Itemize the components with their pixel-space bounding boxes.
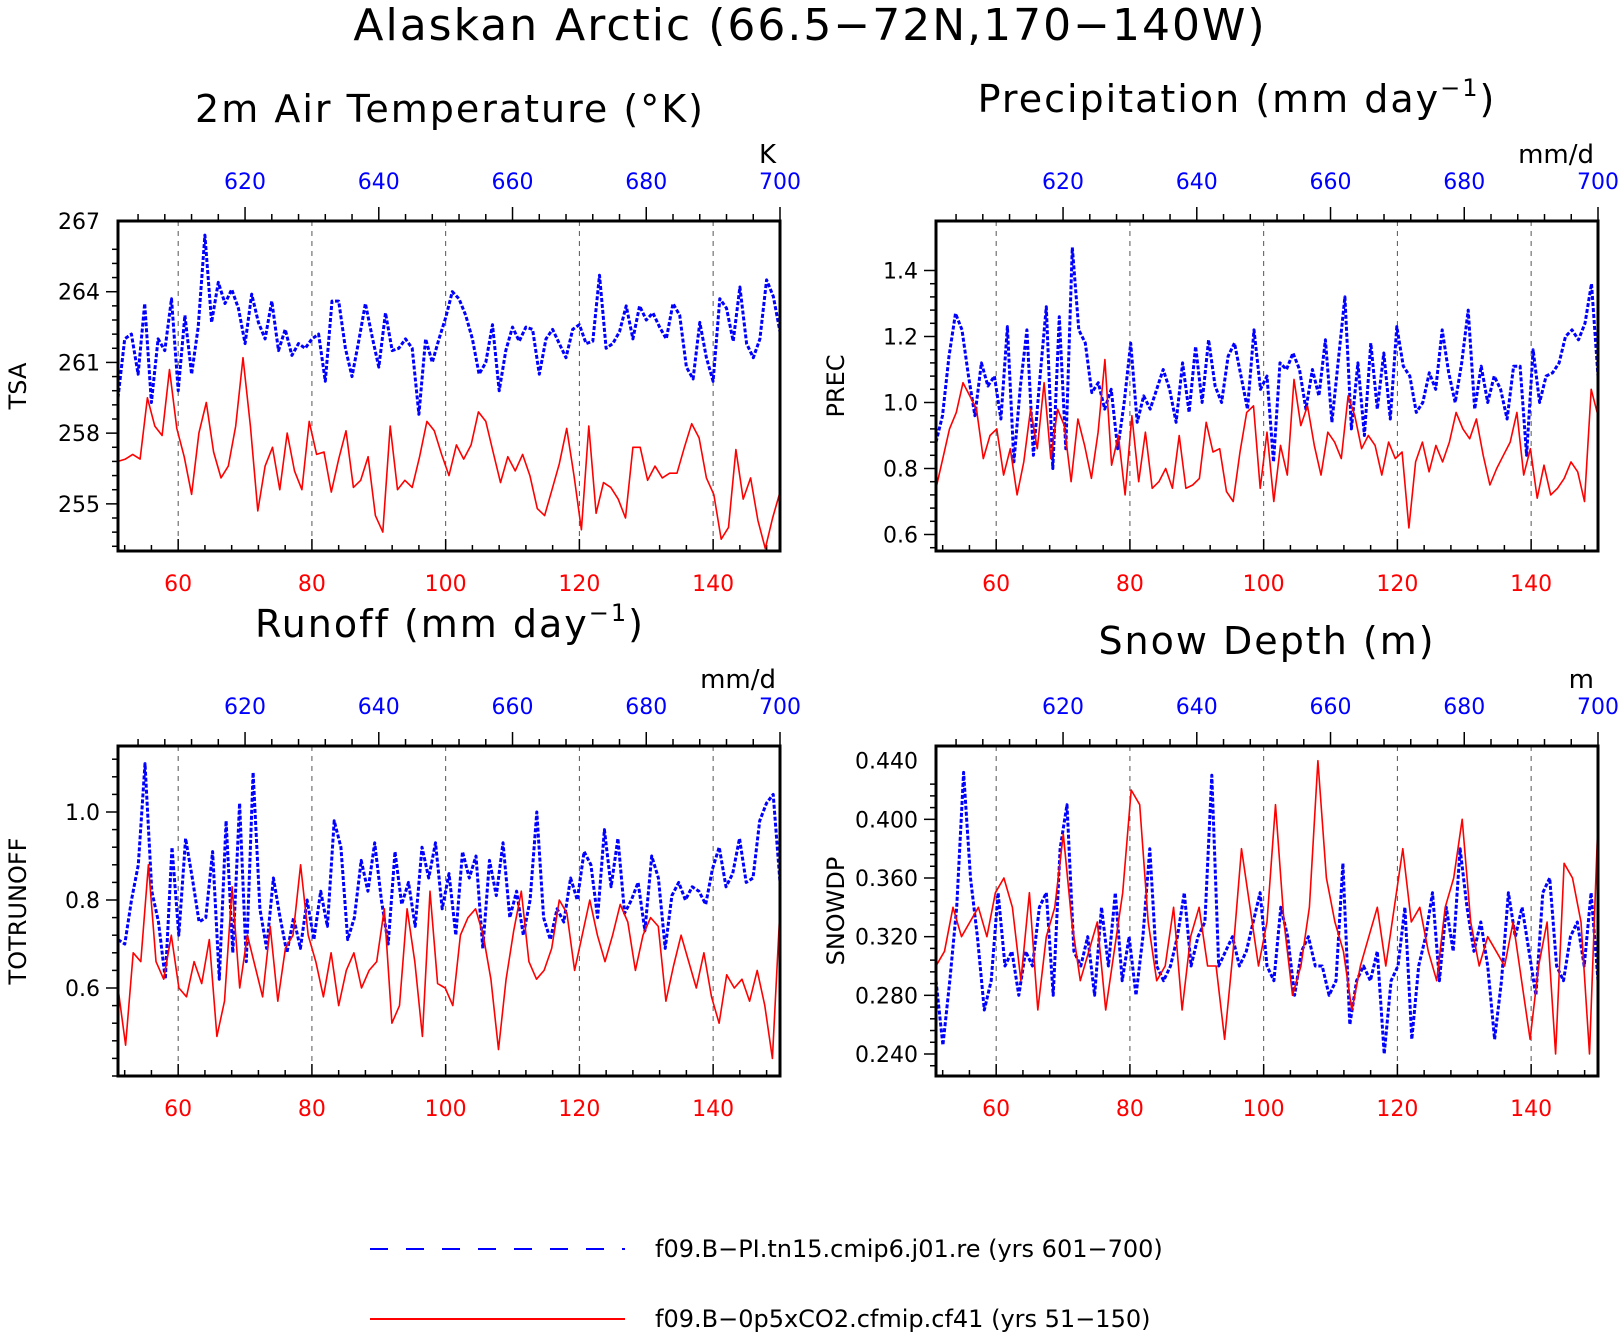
x-tick-label-bottom: 60 <box>982 1097 1010 1122</box>
x-tick-label-bottom: 140 <box>1510 572 1552 597</box>
x-tick-label-bottom: 100 <box>1243 1097 1285 1122</box>
x-tick-label-top: 700 <box>759 695 801 720</box>
y-axis-label: TOTRUNOFF <box>4 838 32 986</box>
x-tick-label-bottom: 60 <box>982 572 1010 597</box>
x-tick-label-bottom: 80 <box>1116 572 1144 597</box>
x-tick-label-top: 620 <box>1042 170 1084 195</box>
x-tick-label-top: 640 <box>1176 170 1218 195</box>
unit-label: m <box>1569 665 1594 695</box>
panel-4: Snow Depth (m) m SNOWDP 0.240 0.280 0.320 0.36… <box>822 619 1619 1122</box>
x-tick-label-bottom: 80 <box>298 572 326 597</box>
y-tick-label: 1.2 <box>883 326 918 351</box>
legend-label-blue: f09.B−PI.tn15.cmip6.j01.re (yrs 601−700) <box>655 1235 1163 1263</box>
y-axis-label: TSA <box>4 362 32 410</box>
y-tick-label: 0.440 <box>855 750 918 775</box>
x-tick-label-bottom: 100 <box>425 572 467 597</box>
unit-label: mm/d <box>1518 140 1594 170</box>
x-tick-label-top: 680 <box>625 695 667 720</box>
x-tick-label-top: 680 <box>1443 170 1485 195</box>
x-tick-label-top: 660 <box>1310 170 1352 195</box>
y-tick-label: 1.0 <box>65 801 100 826</box>
y-tick-label: 0.280 <box>855 984 918 1009</box>
plot-frame <box>934 219 1600 553</box>
legend: f09.B−PI.tn15.cmip6.j01.re (yrs 601−700)… <box>370 1235 1163 1333</box>
series-line-red <box>117 356 781 550</box>
main-title: Alaskan Arctic (66.5−72N,170−140W) <box>353 0 1266 51</box>
y-axis-label: PREC <box>822 354 850 417</box>
unit-label: K <box>759 140 777 170</box>
legend-label-red: f09.B−0p5xCO2.cfmip.cf41 (yrs 51−150) <box>655 1305 1150 1333</box>
y-tick-label: 1.4 <box>883 260 918 285</box>
panel-title: Precipitation (mm day−1) <box>978 74 1497 121</box>
x-tick-label-bottom: 60 <box>164 1097 192 1122</box>
plot-frame <box>116 219 782 553</box>
x-tick-label-bottom: 140 <box>692 1097 734 1122</box>
panel-1: 2m Air Temperature (°K) K TSA 255 258 261 264 2… <box>4 87 801 597</box>
x-tick-label-bottom: 140 <box>1510 1097 1552 1122</box>
x-tick-label-top: 620 <box>224 695 266 720</box>
x-tick-label-bottom: 80 <box>1116 1097 1144 1122</box>
x-tick-label-top: 620 <box>224 170 266 195</box>
x-tick-label-top: 660 <box>492 695 534 720</box>
y-tick-label: 258 <box>58 422 100 447</box>
x-tick-label-top: 700 <box>1577 170 1619 195</box>
y-tick-label: 0.320 <box>855 926 918 951</box>
y-tick-label: 0.6 <box>65 977 100 1002</box>
x-tick-label-bottom: 100 <box>1243 572 1285 597</box>
panel-3: Runoff (mm day−1) mm/d TOTRUNOFF 0.6 0.8 1.0 6… <box>4 599 801 1122</box>
x-tick-label-top: 680 <box>625 170 667 195</box>
y-tick-label: 0.360 <box>855 867 918 892</box>
series-line-blue <box>117 762 782 981</box>
series-line-red <box>935 759 1599 1055</box>
series-line-red <box>117 863 781 1060</box>
x-tick-label-bottom: 80 <box>298 1097 326 1122</box>
x-tick-label-top: 700 <box>1577 695 1619 720</box>
y-tick-label: 1.0 <box>883 392 918 417</box>
x-tick-label-top: 640 <box>358 170 400 195</box>
y-tick-label: 0.240 <box>855 1043 918 1068</box>
plot-frame <box>116 744 782 1078</box>
y-tick-label: 264 <box>58 281 100 306</box>
x-tick-label-bottom: 120 <box>558 572 600 597</box>
x-tick-label-top: 640 <box>358 695 400 720</box>
y-tick-label: 0.6 <box>883 524 918 549</box>
y-tick-label: 267 <box>58 210 100 235</box>
x-tick-label-bottom: 100 <box>425 1097 467 1122</box>
y-tick-label: 0.8 <box>65 889 100 914</box>
panel-2: Precipitation (mm day−1) mm/d PREC 0.6 0.8 1.… <box>822 74 1619 597</box>
x-tick-label-top: 700 <box>759 170 801 195</box>
x-tick-label-top: 660 <box>1310 695 1352 720</box>
x-tick-label-bottom: 140 <box>692 572 734 597</box>
series-line-blue <box>934 770 1600 1056</box>
plot-frame <box>934 744 1600 1078</box>
x-tick-label-top: 660 <box>492 170 534 195</box>
y-tick-label: 0.8 <box>883 458 918 483</box>
x-tick-label-top: 680 <box>1443 695 1485 720</box>
unit-label: mm/d <box>700 665 776 695</box>
panel-title: 2m Air Temperature (°K) <box>195 87 705 131</box>
x-tick-label-bottom: 120 <box>1376 1097 1418 1122</box>
x-tick-label-top: 640 <box>1176 695 1218 720</box>
x-tick-label-bottom: 120 <box>1376 572 1418 597</box>
x-tick-label-top: 620 <box>1042 695 1084 720</box>
y-tick-label: 0.400 <box>855 808 918 833</box>
x-tick-label-bottom: 60 <box>164 572 192 597</box>
panels: 2m Air Temperature (°K) K TSA 255 258 261 264 2… <box>4 74 1619 1122</box>
panel-title: Runoff (mm day−1) <box>255 599 645 646</box>
panel-title: Snow Depth (m) <box>1098 619 1435 663</box>
series-line-blue <box>116 233 782 416</box>
x-tick-label-bottom: 120 <box>558 1097 600 1122</box>
y-axis-label: SNOWDP <box>822 857 850 966</box>
y-tick-label: 255 <box>58 493 100 518</box>
y-tick-label: 261 <box>58 351 100 376</box>
series-line-blue <box>934 245 1600 470</box>
series-line-red <box>935 358 1599 529</box>
